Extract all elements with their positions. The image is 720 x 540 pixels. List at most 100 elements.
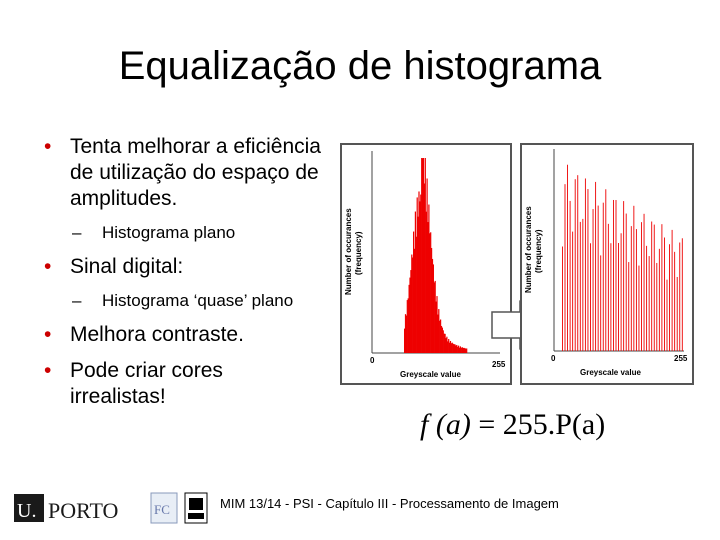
histogram-bar — [413, 248, 416, 353]
histogram-bar — [411, 254, 413, 353]
histogram-bar — [440, 319, 442, 353]
histogram-bar — [669, 244, 670, 351]
histogram-bar — [433, 282, 435, 353]
bullet-item: • Pode criar cores irrealistas! — [44, 358, 324, 410]
ylabel-left-1: Number of occurances — [344, 208, 353, 295]
histogram-bar — [605, 189, 607, 351]
histogram-original-bars — [404, 158, 468, 353]
ylabel-right-1: Number of occurances — [524, 206, 533, 293]
histogram-bar — [579, 221, 581, 351]
histogram-bar — [416, 197, 418, 353]
histogram-bar — [613, 199, 614, 351]
histogram-bar — [439, 320, 441, 353]
xmax-left: 255 — [492, 360, 506, 369]
histogram-bar — [582, 218, 584, 351]
formula-lhs: f (a) — [420, 408, 471, 441]
histogram-bar — [625, 213, 627, 351]
histogram-bar — [457, 346, 459, 353]
histogram-bar — [648, 256, 650, 351]
histogram-bar — [424, 158, 426, 353]
histogram-bar — [454, 344, 456, 353]
histogram-bar — [431, 247, 433, 353]
histogram-bar — [404, 314, 407, 353]
histogram-bar — [679, 242, 681, 351]
histogram-bar — [618, 242, 619, 351]
histogram-bar — [456, 344, 458, 353]
dash-icon: – — [72, 223, 82, 242]
histogram-bar — [409, 277, 411, 353]
equalization-formula: f (a) = 255.P(a) — [420, 408, 605, 442]
histogram-bar — [429, 233, 431, 353]
svg-text:FC: FC — [154, 502, 170, 517]
histogram-bar — [407, 298, 409, 353]
histogram-bar — [449, 342, 451, 353]
histogram-bar — [607, 223, 609, 351]
svg-text:U.: U. — [17, 500, 36, 522]
dash-icon: – — [72, 291, 82, 310]
histogram-original-chart: Number of occurances (frequency) 0 255 G… — [344, 151, 506, 379]
histogram-bar — [431, 258, 434, 353]
histogram-bar — [681, 238, 683, 351]
sub-bullet-text: Histograma plano — [102, 223, 236, 242]
histogram-bar — [646, 245, 648, 351]
bullet-list: • Tenta melhorar a eficiência de utilizaç… — [44, 134, 324, 420]
histogram-bar — [447, 341, 449, 353]
histogram-bar — [592, 209, 594, 351]
bullet-item: • Melhora contraste. — [44, 322, 324, 348]
histogram-bar — [572, 231, 574, 351]
histogram-bar — [564, 184, 566, 351]
histogram-bar — [641, 222, 642, 351]
histogram-bar — [466, 348, 468, 353]
histogram-bar — [630, 226, 632, 351]
histogram-bar — [658, 248, 660, 351]
histogram-bar — [569, 200, 571, 351]
histogram-bar — [426, 178, 428, 353]
footer-text: MIM 13/14 - PSI - Capítulo III - Process… — [220, 496, 559, 511]
histogram-bar — [410, 270, 412, 353]
histogram-bar — [405, 315, 407, 353]
bullet-item: • Sinal digital: — [44, 254, 324, 280]
histogram-bar — [419, 201, 421, 353]
histogram-bar — [448, 339, 450, 353]
histogram-bar — [434, 280, 436, 353]
histogram-bar — [453, 344, 455, 353]
histogram-original: Number of occurances (frequency) 0 255 G… — [340, 143, 512, 385]
uporto-logo: U. PORTO — [14, 494, 118, 523]
histogram-bar — [656, 262, 658, 351]
histogram-bar — [458, 347, 461, 353]
histogram-bar — [562, 246, 563, 351]
histogram-bar — [577, 175, 579, 351]
histogram-bar — [671, 229, 673, 351]
histogram-bar — [595, 181, 597, 351]
histogram-bar — [443, 333, 445, 353]
bullet-icon: • — [44, 255, 52, 278]
histogram-bar — [610, 243, 612, 351]
histogram-bar — [464, 348, 466, 353]
histogram-bar — [436, 296, 438, 353]
histogram-bar — [633, 205, 635, 351]
histogram-bar — [446, 336, 448, 353]
histogram-equalized: Number of occurances (frequency) 0 255 G… — [520, 143, 694, 385]
histogram-bar — [584, 178, 586, 351]
histogram-bar — [413, 231, 415, 353]
xmax-right: 255 — [674, 354, 688, 363]
histogram-bar — [615, 200, 617, 351]
histogram-bar — [437, 314, 439, 353]
ylabel-right-2: (frequency) — [534, 229, 543, 273]
histogram-bar — [432, 264, 434, 353]
histogram-bar — [428, 204, 430, 353]
histogram-bar — [451, 342, 453, 353]
histogram-bar — [425, 211, 427, 353]
sub-bullet-item: – Histograma ‘quase’ plano — [44, 290, 324, 312]
histogram-bar — [408, 284, 410, 353]
histogram-bar — [450, 343, 452, 353]
histogram-bar — [420, 194, 422, 353]
ylabel-left-2: (frequency) — [354, 231, 363, 275]
histogram-bar — [462, 347, 464, 353]
formula-equals: = — [478, 408, 496, 441]
histogram-bar — [638, 265, 640, 351]
histogram-bar — [465, 348, 467, 353]
sub-bullet-text: Histograma ‘quase’ plano — [102, 291, 294, 310]
histogram-bar — [623, 201, 625, 351]
histogram-bar — [423, 183, 425, 353]
